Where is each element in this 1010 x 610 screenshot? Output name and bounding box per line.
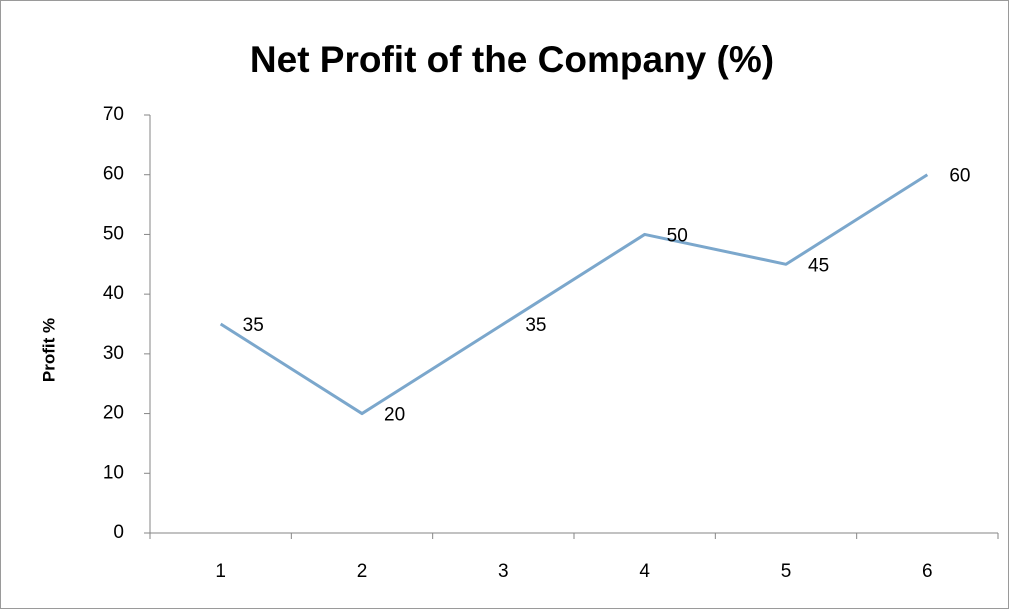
x-tick-label: 5	[781, 561, 792, 582]
y-tick-label: 60	[103, 164, 124, 185]
y-axis-label: Profit %	[39, 318, 58, 382]
data-label: 45	[808, 255, 829, 276]
y-tick-label: 0	[113, 522, 124, 543]
y-tick-label: 70	[103, 104, 124, 125]
y-tick-label: 50	[103, 223, 124, 244]
data-label: 35	[525, 315, 546, 336]
x-tick-label: 1	[215, 561, 226, 582]
x-tick-label: 3	[498, 561, 509, 582]
x-tick-label: 2	[357, 561, 368, 582]
data-label: 60	[949, 166, 970, 187]
data-label: 35	[243, 315, 264, 336]
y-tick-label: 10	[103, 462, 124, 483]
data-label: 50	[667, 225, 688, 246]
y-tick-label: 20	[103, 403, 124, 424]
data-label: 20	[384, 405, 405, 426]
y-tick-label: 30	[103, 343, 124, 364]
y-tick-label: 40	[103, 283, 124, 304]
data-line	[219, 173, 929, 416]
chart-title: Net Profit of the Company (%)	[250, 39, 774, 80]
x-tick-label: 6	[922, 561, 933, 582]
x-tick-label: 4	[639, 561, 650, 582]
